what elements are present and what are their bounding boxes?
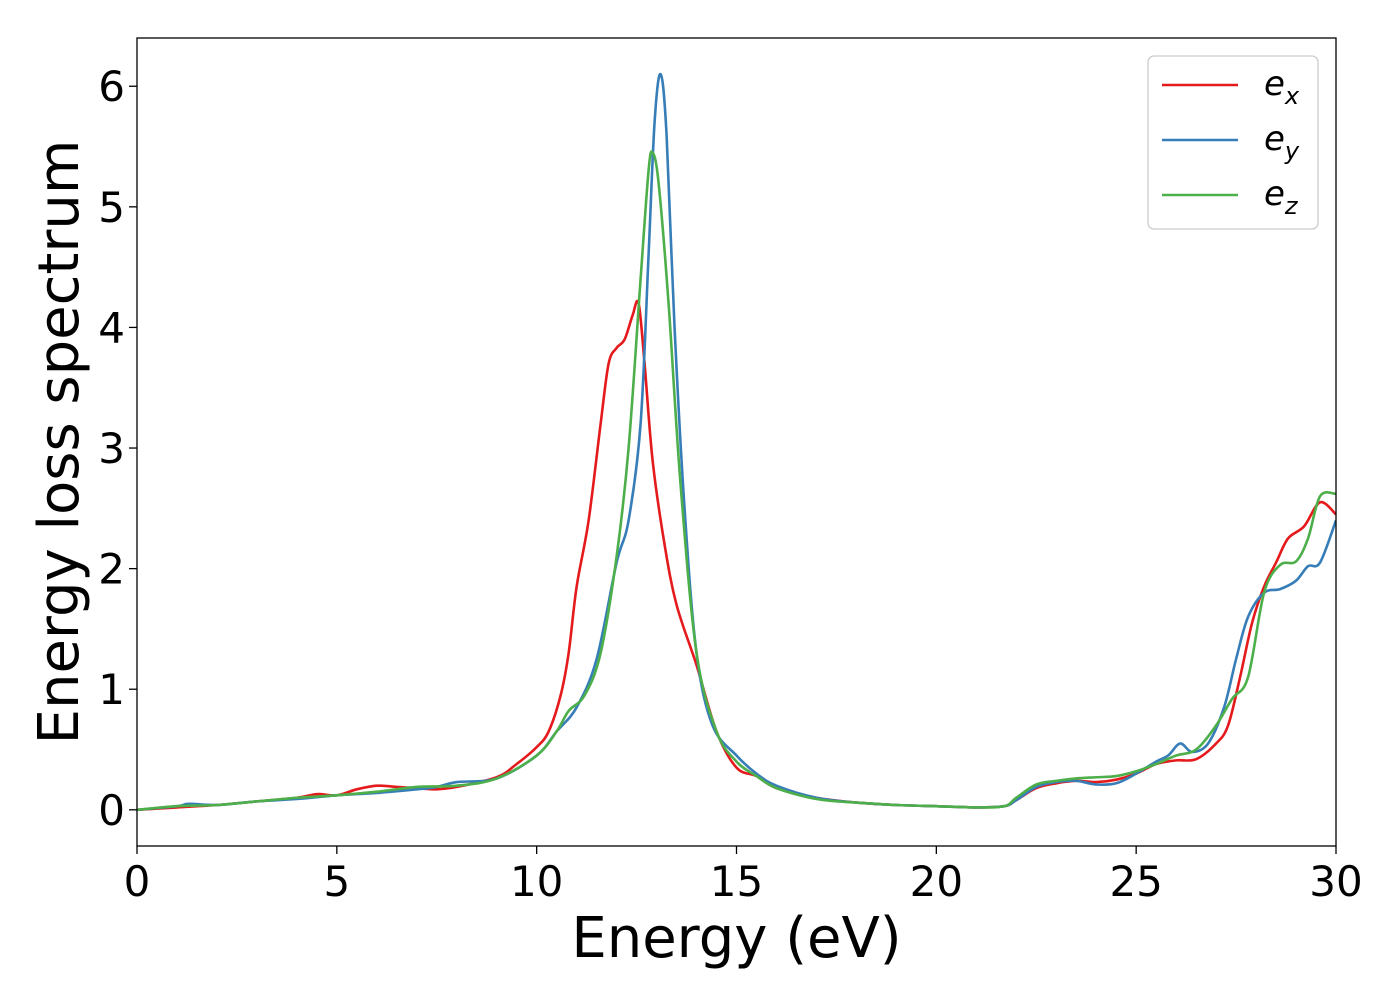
- legend-label-ey: ey: [1264, 119, 1300, 165]
- legend-label-subscript: y: [1284, 137, 1300, 165]
- series-layer: [137, 72, 1336, 812]
- legend-box: [1147, 55, 1319, 230]
- y-tick-label: 3: [98, 424, 125, 473]
- x-tick-label: 10: [510, 857, 563, 906]
- legend-label-subscript: z: [1284, 192, 1299, 220]
- x-tick-label: 0: [124, 857, 151, 906]
- y-tick-label: 1: [98, 665, 125, 714]
- y-tick-label: 5: [98, 183, 125, 232]
- y-axis-ticks: 0 1 2 3 4 5 6: [98, 62, 137, 835]
- legend-label-ex: ex: [1264, 64, 1300, 110]
- y-axis-label: Energy loss spectrum: [27, 140, 92, 745]
- legend-label-base: e: [1264, 64, 1285, 104]
- x-axis-label: Energy (eV): [571, 906, 901, 971]
- x-tick-label: 15: [710, 857, 763, 906]
- x-axis-ticks: 0 5 10 15 20 25 30: [124, 846, 1363, 906]
- x-tick-label: 25: [1109, 857, 1162, 906]
- x-tick-label: 20: [910, 857, 963, 906]
- series-line-ex: [137, 299, 1336, 812]
- y-tick-label: 6: [98, 62, 125, 111]
- x-tick-label: 5: [323, 857, 350, 906]
- legend-label-ez: ez: [1264, 174, 1299, 220]
- legend-label-base: e: [1264, 174, 1285, 214]
- legend-label-subscript: x: [1284, 82, 1300, 110]
- legend-label-base: e: [1264, 119, 1285, 159]
- y-tick-label: 4: [98, 303, 125, 352]
- series-line-ez: [137, 150, 1336, 812]
- x-tick-label: 30: [1309, 857, 1362, 906]
- y-tick-label: 0: [98, 786, 125, 835]
- y-tick-label: 2: [98, 545, 125, 594]
